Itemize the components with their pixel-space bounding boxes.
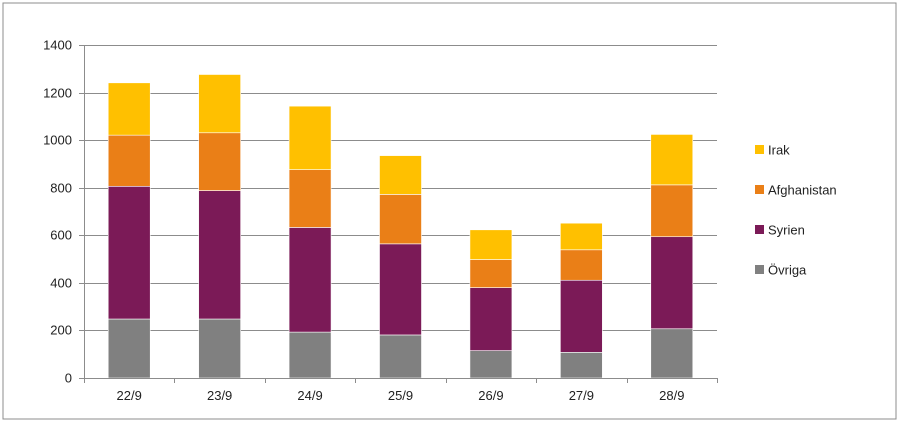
- y-tick-label: 600: [50, 228, 72, 243]
- y-tick-label: 1200: [43, 86, 72, 101]
- y-tick-label: 400: [50, 276, 72, 291]
- bar-segment-syrien: [650, 236, 694, 330]
- bar-segment-syrien: [107, 185, 151, 320]
- bar-segment-afghanistan: [107, 134, 151, 187]
- bar-segment-irak: [469, 229, 513, 260]
- bar-segment--vriga: [198, 318, 241, 379]
- x-tick-label: 22/9: [117, 388, 142, 403]
- x-tick-label: 27/9: [569, 388, 594, 403]
- gridlines: [84, 45, 717, 331]
- x-tick-label: 23/9: [207, 388, 232, 403]
- axes: [79, 45, 718, 383]
- legend: Irak Afghanistan Syrien Övriga: [755, 143, 837, 278]
- bar-segment--vriga: [288, 331, 332, 379]
- legend-swatch: [755, 265, 764, 274]
- x-axis-tick-labels: 22/9 23/9 24/9 25/9 26/9 27/9 28/9: [117, 388, 685, 403]
- x-tick-label: 25/9: [388, 388, 413, 403]
- y-tick-label: 1000: [43, 133, 72, 148]
- y-tick-label: 1400: [43, 38, 72, 53]
- bar-segment-afghanistan: [288, 169, 332, 228]
- legend-label: Afghanistan: [768, 183, 837, 198]
- bar-segment-irak: [650, 134, 694, 186]
- bar-segment-afghanistan: [650, 184, 694, 238]
- bar-segment-irak: [379, 155, 422, 195]
- bar-segment-irak: [288, 105, 332, 170]
- bar-segment-irak: [560, 222, 603, 251]
- bar-segment-afghanistan: [198, 132, 241, 191]
- legend-swatch: [755, 185, 764, 194]
- legend-swatch: [755, 225, 764, 234]
- bar-segment-syrien: [469, 287, 513, 351]
- x-tick-label: 28/9: [659, 388, 684, 403]
- bar-segment-irak: [107, 82, 151, 136]
- y-axis-tick-labels: 0 200 400 600 800 1000 1200 1400: [43, 38, 72, 386]
- legend-label: Övriga: [768, 263, 807, 278]
- x-tick-label: 24/9: [297, 388, 322, 403]
- legend-label: Irak: [768, 143, 790, 158]
- y-tick-label: 800: [50, 181, 72, 196]
- bar-segment--vriga: [107, 318, 151, 379]
- bar-segment-afghanistan: [379, 194, 422, 245]
- bar-segment-syrien: [288, 227, 332, 333]
- bars: [107, 74, 694, 379]
- bar-segment-syrien: [560, 279, 603, 353]
- bar-segment--vriga: [469, 350, 513, 379]
- legend-swatch: [755, 145, 764, 154]
- bar-segment-syrien: [198, 190, 241, 320]
- bar-segment--vriga: [560, 352, 603, 379]
- bar-segment--vriga: [650, 328, 694, 379]
- bar-segment-syrien: [379, 243, 422, 336]
- y-tick-label: 0: [65, 371, 72, 386]
- x-tick-label: 26/9: [478, 388, 503, 403]
- bar-segment-afghanistan: [560, 249, 603, 281]
- bar-segment-afghanistan: [469, 259, 513, 288]
- legend-label: Syrien: [768, 223, 805, 238]
- bar-segment--vriga: [379, 334, 422, 379]
- y-tick-label: 200: [50, 323, 72, 338]
- bar-segment-irak: [198, 74, 241, 134]
